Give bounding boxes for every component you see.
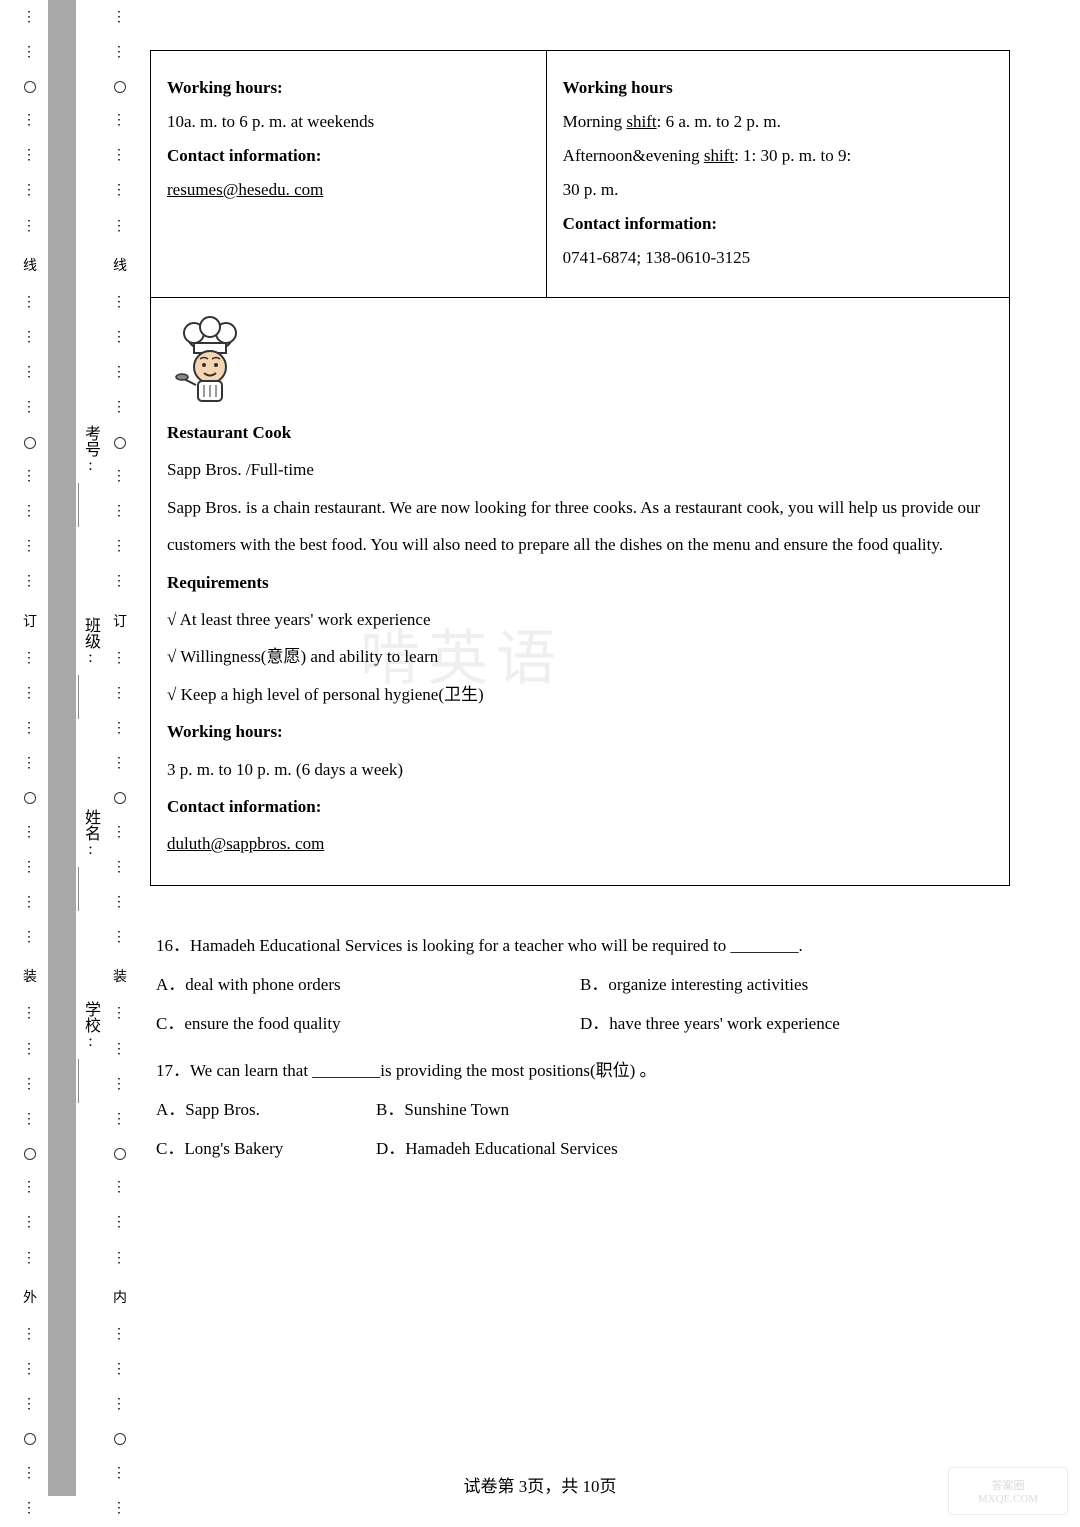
watermark-corner: 答案圈 MXQE.COM xyxy=(948,1467,1068,1515)
q17-option-b: B．Sunshine Town xyxy=(376,1090,586,1129)
job3-req3: √ Keep a high level of personal hygiene(… xyxy=(167,676,993,713)
binding-char-zhuang: 装 xyxy=(23,966,37,986)
q16-option-b: B．organize interesting activities xyxy=(580,965,1004,1004)
job3-hours-header: Working hours: xyxy=(167,713,993,750)
job1-hours-text: 10a. m. to 6 p. m. at weekends xyxy=(167,105,530,139)
job3-description: Sapp Bros. is a chain restaurant. We are… xyxy=(167,489,993,564)
grey-spine-bar xyxy=(48,0,76,1496)
watermark-corner-bottom: MXQE.COM xyxy=(978,1493,1038,1505)
job3-subtitle: Sapp Bros. /Full-time xyxy=(167,451,993,488)
job3-contact-header: Contact information: xyxy=(167,788,993,825)
student-info-labels: 考号: 班级: 姓名: 学校: xyxy=(78,0,102,1527)
q17-option-c: C．Long's Bakery xyxy=(156,1129,366,1168)
job3-hours-text: 3 p. m. to 10 p. m. (6 days a week) xyxy=(167,751,993,788)
q17-stem: 17．We can learn that ________is providin… xyxy=(156,1051,1004,1090)
binding-char-nei: 内 xyxy=(113,1287,127,1307)
main-content: Working hours: 10a. m. to 6 p. m. at wee… xyxy=(150,50,1010,1168)
binding-char-xian-inner: 线 xyxy=(113,255,127,275)
q16-option-d: D．have three years' work experience xyxy=(580,1004,1004,1043)
job1-contact-header: Contact information: xyxy=(167,139,530,173)
job-listings-box: Working hours: 10a. m. to 6 p. m. at wee… xyxy=(150,50,1010,886)
q16-stem: 16．Hamadeh Educational Services is looki… xyxy=(156,926,1004,965)
q17-option-d: D．Hamadeh Educational Services xyxy=(376,1129,618,1168)
job3-req1: √ At least three years' work experience xyxy=(167,601,993,638)
binding-char-wai: 外 xyxy=(23,1287,37,1307)
job2-shift2b: 30 p. m. xyxy=(563,173,993,207)
binding-strip-outer: ⋮⋮ ⋮⋮⋮⋮ 线 ⋮⋮⋮⋮ ⋮⋮⋮⋮ 订 ⋮⋮⋮⋮ ⋮⋮⋮⋮ 装 ⋮⋮⋮⋮ ⋮… xyxy=(20,0,40,1527)
binding-char-ding-inner: 订 xyxy=(113,611,127,631)
job2-hours-header: Working hours xyxy=(563,71,993,105)
chef-icon xyxy=(167,312,253,408)
job2-shift1: Morning shift: 6 a. m. to 2 p. m. xyxy=(563,105,993,139)
binding-char-ding: 订 xyxy=(23,611,37,631)
binding-char-zhuang-inner: 装 xyxy=(113,966,127,986)
q17-option-a: A．Sapp Bros. xyxy=(156,1090,366,1129)
label-school: 学校: xyxy=(78,1001,102,1050)
watermark-corner-top: 答案圈 xyxy=(992,1477,1025,1493)
label-class: 班级: xyxy=(78,617,102,666)
job2-contact-header: Contact information: xyxy=(563,207,993,241)
q16-option-c: C．ensure the food quality xyxy=(156,1004,580,1043)
job-listing-2: Working hours Morning shift: 6 a. m. to … xyxy=(546,51,1009,297)
job2-contact-text: 0741-6874; 138-0610-3125 xyxy=(563,241,993,275)
job-listing-1: Working hours: 10a. m. to 6 p. m. at wee… xyxy=(151,51,546,297)
job3-req2: √ Willingness(意愿) and ability to learn xyxy=(167,638,993,675)
job-listing-3: Restaurant Cook Sapp Bros. /Full-time Sa… xyxy=(151,297,1009,885)
binding-strip-inner: ⋮⋮ ⋮⋮⋮⋮ 线 ⋮⋮⋮⋮ ⋮⋮⋮⋮ 订 ⋮⋮⋮⋮ ⋮⋮⋮⋮ 装 ⋮⋮⋮⋮ ⋮… xyxy=(110,0,130,1527)
job1-contact-text: resumes@hesedu. com xyxy=(167,173,530,207)
questions-block: 16．Hamadeh Educational Services is looki… xyxy=(150,926,1010,1169)
job3-req-header: Requirements xyxy=(167,564,993,601)
binding-char-xian: 线 xyxy=(23,255,37,275)
q16-option-a: A．deal with phone orders xyxy=(156,965,580,1004)
page-footer: 试卷第 3页，共 10页 xyxy=(0,1472,1080,1497)
job1-hours-header: Working hours: xyxy=(167,71,530,105)
label-exam-no: 考号: xyxy=(78,425,102,474)
label-name: 姓名: xyxy=(78,809,102,858)
job3-title: Restaurant Cook xyxy=(167,414,993,451)
job2-shift2a: Afternoon&evening shift: 1: 30 p. m. to … xyxy=(563,139,993,173)
job3-contact-text: duluth@sappbros. com xyxy=(167,825,993,862)
